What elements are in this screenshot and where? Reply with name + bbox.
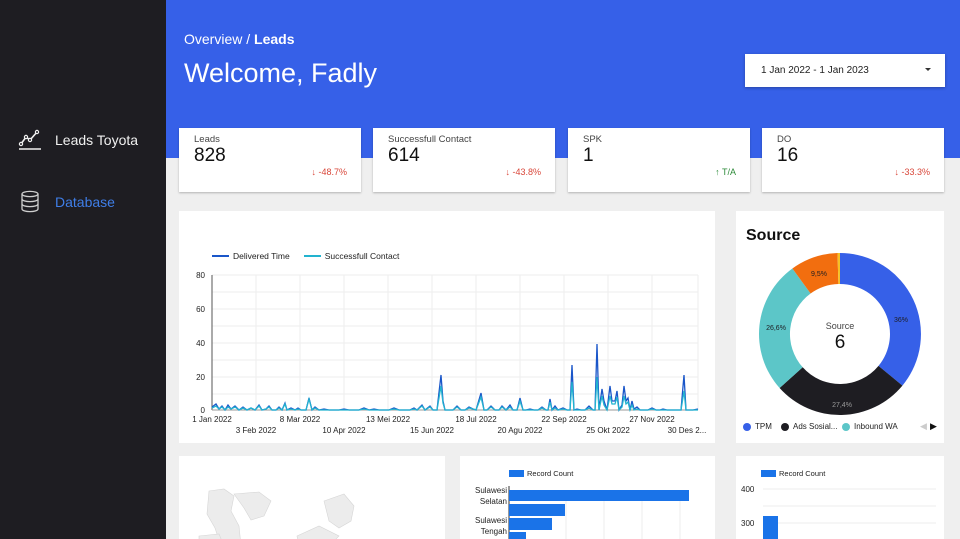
donut-chart[interactable]: 36% 27,4% 26,6% 9,5% <box>736 211 944 443</box>
svg-text:27 Nov 2022: 27 Nov 2022 <box>629 415 675 424</box>
sidebar-item-database[interactable]: Database <box>18 189 115 215</box>
donut-center-label: Source <box>825 321 855 331</box>
kpi-delta: ↑ T/A <box>715 167 736 177</box>
source-donut-card: Source 36% 27,4% 26,6% 9,5% Source 6 TPM <box>736 211 944 443</box>
sidebar-item-label: Leads Toyota <box>55 132 139 148</box>
svg-text:20: 20 <box>196 373 205 382</box>
donut-title: Source <box>746 227 801 244</box>
chart-legend: Record Count <box>509 469 573 478</box>
sidebar-item-label: Database <box>55 194 115 210</box>
legend-item-inbound-wa[interactable]: Inbound WA <box>842 422 898 431</box>
svg-text:36%: 36% <box>894 317 908 324</box>
bar-chart[interactable]: Sulawesi Selatan Sulawesi Tengah <box>460 456 715 539</box>
svg-text:3 Feb 2022: 3 Feb 2022 <box>236 426 277 435</box>
kpi-label: DO <box>777 134 792 145</box>
date-range-picker[interactable]: 1 Jan 2022 - 1 Jan 2023 <box>745 54 945 87</box>
date-range-value: 1 Jan 2022 - 1 Jan 2023 <box>761 65 869 76</box>
kpi-value: 16 <box>777 145 799 166</box>
svg-text:80: 80 <box>196 271 205 280</box>
region-bar-chart-card: Record Count Sulawesi Selatan Sulawesi T… <box>460 456 715 539</box>
svg-text:26,6%: 26,6% <box>766 325 786 332</box>
svg-text:9,5%: 9,5% <box>811 271 827 278</box>
svg-text:8 Mar 2022: 8 Mar 2022 <box>280 415 321 424</box>
svg-text:300: 300 <box>741 519 755 528</box>
legend-dot <box>743 422 751 431</box>
line-chart-icon <box>18 129 41 150</box>
kpi-value: 828 <box>194 145 226 166</box>
svg-text:1 Jan 2022: 1 Jan 2022 <box>192 415 232 424</box>
svg-text:Sulawesi: Sulawesi <box>475 486 507 495</box>
legend-dot <box>781 422 789 431</box>
legend-item-ads-sosial[interactable]: Ads Sosial... <box>781 422 837 431</box>
legend-dot <box>842 422 850 431</box>
svg-text:Sulawesi: Sulawesi <box>475 516 507 525</box>
breadcrumb-current: Leads <box>254 31 295 47</box>
arrow-down-icon: ↓ <box>894 167 899 177</box>
kpi-label: Leads <box>194 134 220 145</box>
legend-next-icon[interactable]: ▶ <box>930 421 937 431</box>
kpi-card-do: DO 16 ↓ -33.3% <box>762 128 944 192</box>
breadcrumb-parent[interactable]: Overview / <box>184 31 255 47</box>
svg-text:18 Jul 2022: 18 Jul 2022 <box>455 415 497 424</box>
line-chart-card: Delivered Time Successfull Contact 80 60… <box>179 211 715 443</box>
legend-swatch <box>761 470 776 477</box>
svg-text:13 Mei 2022: 13 Mei 2022 <box>366 415 411 424</box>
line-chart[interactable]: 80 60 40 20 0 1 Jan 2022 8 Mar 2022 13 M… <box>179 211 715 443</box>
legend-swatch <box>509 470 524 477</box>
map-card <box>179 456 445 539</box>
svg-text:0: 0 <box>201 406 206 415</box>
kpi-delta: ↓ -33.3% <box>894 167 930 177</box>
svg-text:20 Agu 2022: 20 Agu 2022 <box>498 426 543 435</box>
chart-legend: Record Count <box>761 469 825 478</box>
column-chart[interactable]: 400 300 <box>736 456 944 539</box>
sidebar-item-leads-toyota[interactable]: Leads Toyota <box>18 127 138 153</box>
region-map[interactable] <box>179 456 445 539</box>
svg-text:15 Jun 2022: 15 Jun 2022 <box>410 426 455 435</box>
chart-legend: Delivered Time Successfull Contact <box>212 251 399 261</box>
svg-text:27,4%: 27,4% <box>832 402 852 409</box>
svg-text:25 Okt 2022: 25 Okt 2022 <box>586 426 630 435</box>
legend-swatch <box>303 255 321 257</box>
breadcrumb: Overview / Leads <box>184 31 294 47</box>
svg-text:400: 400 <box>741 485 755 494</box>
kpi-card-successfull-contact: Successfull Contact 614 ↓ -43.8% <box>373 128 555 192</box>
kpi-delta: ↓ -48.7% <box>311 167 347 177</box>
svg-text:40: 40 <box>196 339 205 348</box>
database-icon <box>21 190 39 213</box>
svg-text:60: 60 <box>196 305 205 314</box>
kpi-value: 614 <box>388 145 420 166</box>
legend-prev-icon[interactable]: ◀ <box>920 421 927 431</box>
legend-label[interactable]: Delivered Time <box>233 251 290 261</box>
donut-center-value: 6 <box>834 332 846 353</box>
kpi-card-leads: Leads 828 ↓ -48.7% <box>179 128 361 192</box>
column-chart-card: Record Count 400 300 <box>736 456 944 539</box>
arrow-down-icon: ↓ <box>311 167 316 177</box>
legend-label[interactable]: Successfull Contact <box>324 251 400 261</box>
svg-text:30 Des 2...: 30 Des 2... <box>668 426 707 435</box>
arrow-down-icon: ↓ <box>505 167 510 177</box>
legend-item-tpm[interactable]: TPM <box>743 422 772 431</box>
svg-text:Tengah: Tengah <box>481 527 507 536</box>
caret-down-icon <box>925 68 931 71</box>
svg-text:22 Sep 2022: 22 Sep 2022 <box>541 415 587 424</box>
kpi-delta: ↓ -43.8% <box>505 167 541 177</box>
legend-swatch <box>212 255 229 257</box>
kpi-label: Successfull Contact <box>388 134 472 145</box>
page-title: Welcome, Fadly <box>184 58 378 88</box>
arrow-up-icon: ↑ <box>715 167 720 177</box>
svg-text:Selatan: Selatan <box>480 497 507 506</box>
svg-text:10 Apr 2022: 10 Apr 2022 <box>322 426 366 435</box>
kpi-card-spk: SPK 1 ↑ T/A <box>568 128 750 192</box>
kpi-label: SPK <box>583 134 603 145</box>
kpi-value: 1 <box>583 145 594 166</box>
sidebar: Leads Toyota Database <box>0 0 166 539</box>
